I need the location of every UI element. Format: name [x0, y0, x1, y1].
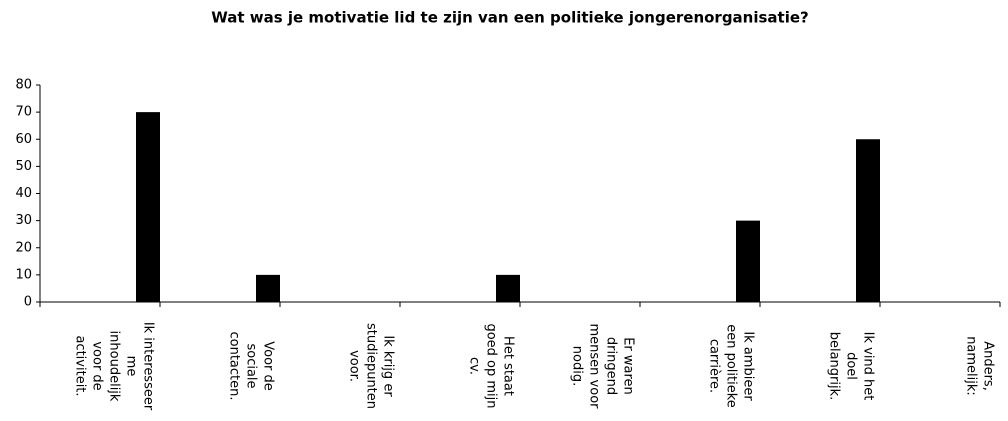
- x-tick-label: een politieke: [724, 324, 739, 408]
- y-tick-label: 0: [24, 295, 32, 310]
- y-tick-label: 30: [15, 213, 32, 228]
- x-tick-label: inhoudelijk: [107, 331, 122, 402]
- y-tick-label: 50: [15, 159, 32, 174]
- x-tick-label: Ik interesseer: [141, 322, 156, 411]
- x-tick-label: Voor de: [261, 341, 276, 391]
- y-tick-label: 20: [15, 240, 32, 255]
- x-tick-label: Ik krijg er: [381, 335, 396, 397]
- x-tick-label: studiepunten: [364, 323, 379, 409]
- x-tick-label: Anders,: [981, 341, 996, 391]
- y-tick-label: 70: [15, 105, 32, 120]
- x-tick-label: activiteit.: [73, 335, 88, 396]
- x-tick-label: Ik ambieer: [741, 331, 756, 401]
- x-tick-label: dringend: [604, 337, 619, 395]
- y-tick-label: 60: [15, 132, 32, 147]
- x-tick-label: doel: [844, 352, 859, 380]
- y-tick-label: 10: [15, 267, 32, 282]
- x-tick-label: sociale: [244, 343, 259, 388]
- y-tick-label: 80: [15, 78, 32, 93]
- x-tick-label: Ik vind het: [861, 332, 876, 401]
- bar: [256, 274, 280, 302]
- bar: [736, 220, 760, 302]
- x-tick-label: nodig.: [570, 346, 585, 386]
- bar: [496, 274, 520, 302]
- x-tick-label: namelijk:: [964, 336, 979, 396]
- x-tick-label: Er waren: [621, 337, 636, 395]
- x-tick-label: Het staat: [501, 336, 516, 396]
- x-tick-label: cv.: [467, 357, 482, 375]
- chart-title: Wat was je motivatie lid te zijn van een…: [211, 9, 809, 27]
- x-tick-label: contacten.: [227, 331, 242, 400]
- x-tick-label: me: [124, 356, 139, 377]
- x-tick-label: voor.: [347, 350, 362, 382]
- x-tick-label: mensen voor: [587, 324, 602, 410]
- x-tick-label: voor de: [90, 341, 105, 390]
- bar: [136, 112, 160, 302]
- x-tick-label: goed op mijn: [484, 323, 499, 408]
- bar: [856, 139, 880, 302]
- x-tick-label: belangrijk.: [827, 332, 842, 401]
- y-tick-label: 40: [15, 186, 32, 201]
- x-tick-label: carrière.: [707, 339, 722, 393]
